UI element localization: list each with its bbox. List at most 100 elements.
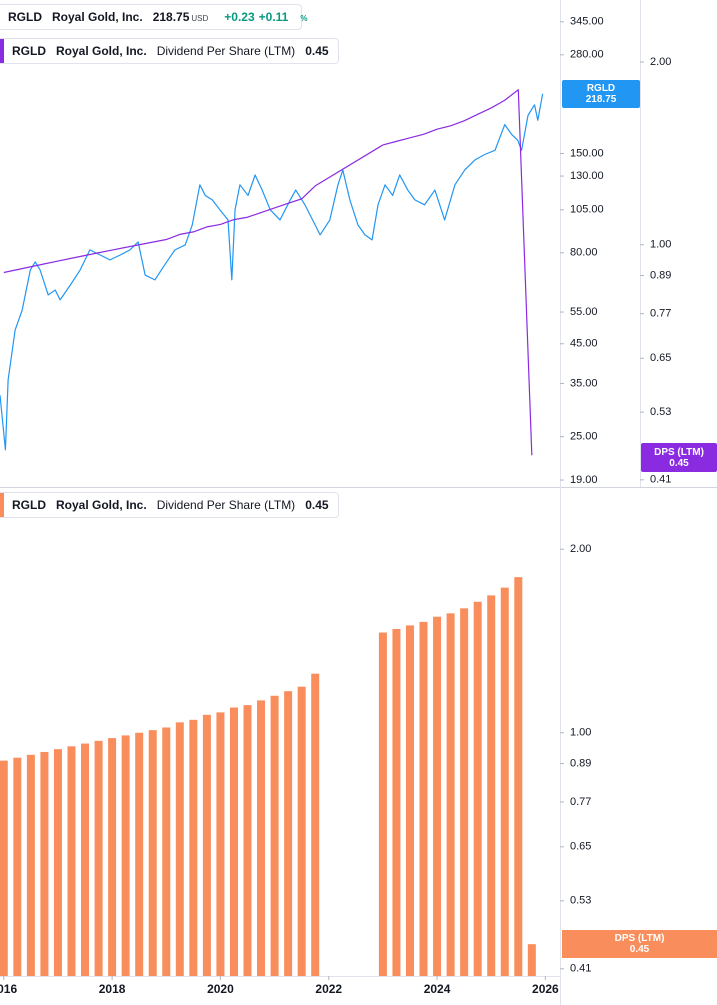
price-badge-ticker: RGLD bbox=[586, 83, 616, 94]
legend-dps-label: Dividend Per Share (LTM) bbox=[156, 44, 296, 58]
bar bbox=[243, 705, 252, 976]
y-tick-label: 150.00 bbox=[570, 147, 604, 159]
bar bbox=[67, 746, 76, 976]
x-tick-label: 2022 bbox=[315, 982, 342, 996]
dps-badge-value: 0.45 bbox=[629, 944, 650, 955]
y-tick-label: 55.00 bbox=[570, 306, 598, 318]
y-tick-label: 0.41 bbox=[570, 963, 591, 975]
y2-tick-label: 2.00 bbox=[650, 56, 671, 68]
legend-company: Royal Gold, Inc. bbox=[56, 498, 147, 512]
price-badge-value: 218.75 bbox=[585, 94, 617, 105]
legend-swatch bbox=[0, 39, 4, 63]
x-tick-label: 2026 bbox=[532, 982, 559, 996]
legend-price-value: 218.75 bbox=[152, 10, 190, 24]
x-tick-label: 2024 bbox=[424, 982, 451, 996]
y-tick-label: 0.77 bbox=[570, 796, 591, 808]
bar bbox=[487, 595, 496, 976]
bar bbox=[121, 735, 130, 976]
bar bbox=[446, 613, 455, 976]
bar bbox=[202, 714, 211, 976]
bar bbox=[0, 760, 8, 976]
y-tick-label: 280.00 bbox=[570, 49, 604, 61]
legend-dps-value: 0.45 bbox=[305, 44, 329, 58]
dps-badge-value: 0.45 bbox=[669, 457, 689, 469]
legend-dps-bottom: RGLD Royal Gold, Inc. Dividend Per Share… bbox=[0, 492, 339, 518]
bar bbox=[135, 732, 144, 976]
bar bbox=[419, 621, 428, 976]
y-tick-label: 105.00 bbox=[570, 204, 604, 216]
y-tick-label: 25.00 bbox=[570, 431, 598, 443]
y-tick-label: 2.00 bbox=[570, 543, 591, 555]
legend-dps-label: Dividend Per Share (LTM) bbox=[156, 498, 296, 512]
price-badge: RGLD 218.75 bbox=[562, 80, 640, 108]
y-tick-label: 19.00 bbox=[570, 474, 598, 486]
legend-company: Royal Gold, Inc. bbox=[56, 44, 147, 58]
legend-change-pct-value: +0.11 bbox=[258, 10, 289, 24]
x-tick-label: 2016 bbox=[0, 982, 17, 996]
legend-change: +0.23 bbox=[224, 10, 255, 24]
y2-tick-label: 1.00 bbox=[650, 239, 671, 251]
legend-swatch bbox=[0, 493, 4, 517]
legend-ticker: RGLD bbox=[12, 498, 46, 512]
y2-tick-label: 0.53 bbox=[650, 406, 671, 418]
y-tick-label: 0.65 bbox=[570, 841, 591, 853]
bar bbox=[40, 751, 49, 976]
bar bbox=[378, 632, 387, 976]
legend-dps-value: 0.45 bbox=[305, 498, 329, 512]
bar bbox=[284, 691, 293, 976]
legend-currency: USD bbox=[191, 14, 209, 23]
bar bbox=[405, 625, 414, 976]
x-tick-label: 2020 bbox=[207, 982, 234, 996]
bar bbox=[527, 944, 536, 976]
bottom-plot bbox=[0, 577, 536, 976]
y2-tick-label: 0.77 bbox=[650, 308, 671, 320]
y-tick-label: 0.89 bbox=[570, 758, 591, 770]
bar bbox=[297, 686, 306, 976]
bar bbox=[514, 577, 523, 976]
y-tick-label: 35.00 bbox=[570, 377, 598, 389]
bar bbox=[460, 608, 469, 976]
bar bbox=[108, 738, 117, 976]
legend-change-pct: +0.11% bbox=[259, 10, 318, 24]
dps-badge-bottom: DPS (LTM) 0.45 bbox=[562, 930, 717, 958]
dps-line bbox=[3, 89, 533, 456]
dps-badge-top: DPS (LTM) 0.45 bbox=[641, 443, 717, 472]
bar bbox=[53, 749, 62, 976]
y-tick-label: 45.00 bbox=[570, 338, 598, 350]
legend-ticker: RGLD bbox=[8, 10, 42, 24]
bar bbox=[229, 707, 238, 976]
bar bbox=[189, 719, 198, 976]
bar bbox=[311, 673, 320, 976]
bar bbox=[392, 628, 401, 976]
y2-tick-label: 0.65 bbox=[650, 352, 671, 364]
bar bbox=[257, 700, 266, 976]
y-tick-label: 80.00 bbox=[570, 247, 598, 259]
bar bbox=[81, 743, 90, 976]
bar bbox=[13, 757, 22, 976]
y-tick-label: 1.00 bbox=[570, 727, 591, 739]
dps-badge-name: DPS (LTM) bbox=[654, 446, 704, 458]
dps-badge-name: DPS (LTM) bbox=[614, 933, 665, 944]
bar bbox=[473, 601, 482, 976]
legend-pct-unit: % bbox=[300, 14, 308, 23]
y2-tick-label: 0.89 bbox=[650, 269, 671, 281]
bar bbox=[26, 754, 35, 976]
bar bbox=[175, 722, 184, 976]
y-tick-label: 0.53 bbox=[570, 895, 591, 907]
y-tick-label: 345.00 bbox=[570, 16, 604, 28]
price-line bbox=[0, 93, 544, 451]
legend-ticker: RGLD bbox=[12, 44, 46, 58]
y2-tick-label: 0.41 bbox=[650, 474, 671, 486]
bar bbox=[500, 587, 509, 976]
bar bbox=[148, 730, 157, 976]
bar bbox=[94, 740, 103, 976]
axes: 345.00 280.00 150.00 130.00 105.00 80.00 55.00… bbox=[0, 16, 671, 996]
legend-dps-top: RGLD Royal Gold, Inc. Dividend Per Share… bbox=[0, 38, 339, 64]
bar bbox=[270, 695, 279, 976]
bar bbox=[162, 727, 171, 976]
bar bbox=[216, 712, 225, 976]
legend-company: Royal Gold, Inc. bbox=[52, 10, 143, 24]
legend-price: RGLD Royal Gold, Inc. 218.75 USD +0.23 +0… bbox=[0, 4, 307, 30]
